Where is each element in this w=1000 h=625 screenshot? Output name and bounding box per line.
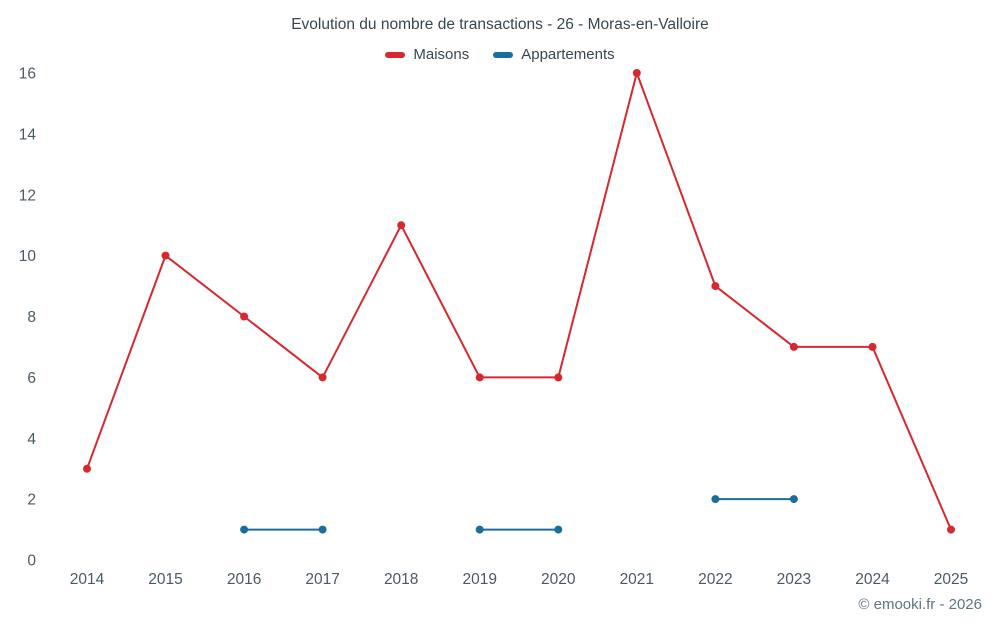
data-point-maisons bbox=[947, 525, 955, 534]
y-tick-label: 0 bbox=[27, 553, 36, 570]
x-tick-label: 2023 bbox=[777, 571, 811, 588]
x-tick-label: 2024 bbox=[855, 571, 890, 588]
data-point-appartements bbox=[475, 525, 484, 534]
series-line-appartements bbox=[244, 498, 794, 531]
legend: Maisons Appartements bbox=[0, 46, 1000, 63]
chart-title: Evolution du nombre de transactions - 26… bbox=[291, 16, 709, 33]
data-point-appartements bbox=[240, 525, 249, 534]
legend-label-maisons: Maisons bbox=[413, 46, 470, 63]
y-tick-label: 12 bbox=[19, 187, 36, 204]
x-tick-label: 2017 bbox=[305, 571, 339, 588]
data-point-appartements bbox=[318, 525, 327, 534]
data-point-maisons bbox=[318, 373, 327, 382]
data-point-maisons bbox=[789, 342, 798, 351]
x-tick-label: 2015 bbox=[148, 571, 182, 588]
x-tick-label: 2014 bbox=[70, 571, 105, 588]
data-point-maisons bbox=[161, 251, 170, 260]
data-point-maisons bbox=[632, 69, 641, 77]
y-tick-label: 4 bbox=[27, 431, 36, 448]
legend-swatch-maisons-icon bbox=[385, 51, 406, 58]
y-tick-label: 10 bbox=[19, 248, 37, 265]
data-point-appartements bbox=[711, 495, 720, 504]
data-point-maisons bbox=[240, 312, 249, 321]
x-tick-label: 2021 bbox=[620, 571, 654, 588]
y-tick-label: 6 bbox=[27, 370, 36, 387]
legend-item-maisons[interactable]: Maisons bbox=[385, 46, 469, 63]
data-point-appartements bbox=[789, 495, 798, 504]
y-tick-label: 2 bbox=[27, 492, 36, 509]
data-point-maisons bbox=[475, 373, 484, 382]
x-tick-label: 2019 bbox=[462, 571, 496, 588]
legend-label-appartements: Appartements bbox=[521, 46, 615, 63]
x-tick-label: 2022 bbox=[698, 571, 732, 588]
data-point-appartements bbox=[554, 525, 563, 534]
y-tick-label: 14 bbox=[19, 126, 37, 143]
x-tick-label: 2025 bbox=[934, 571, 968, 588]
legend-item-appartements[interactable]: Appartements bbox=[493, 46, 615, 63]
x-tick-label: 2020 bbox=[541, 571, 576, 588]
copyright: © emooki.fr - 2026 bbox=[858, 596, 982, 613]
series-line-maisons bbox=[86, 72, 952, 530]
data-point-maisons bbox=[868, 342, 877, 351]
x-tick-label: 2016 bbox=[227, 571, 261, 588]
data-point-maisons bbox=[711, 282, 720, 291]
data-point-maisons bbox=[83, 464, 91, 473]
x-tick-label: 2018 bbox=[384, 571, 418, 588]
y-tick-label: 16 bbox=[19, 66, 36, 83]
legend-swatch-appartements-icon bbox=[493, 51, 514, 58]
data-point-maisons bbox=[554, 373, 563, 382]
data-point-maisons bbox=[397, 221, 406, 230]
y-tick-label: 8 bbox=[27, 309, 36, 326]
